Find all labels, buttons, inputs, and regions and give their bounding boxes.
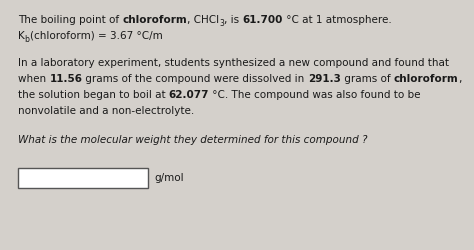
Text: grams of: grams of <box>341 74 393 84</box>
Text: nonvolatile and a non-electrolyte.: nonvolatile and a non-electrolyte. <box>18 106 194 116</box>
Text: K: K <box>18 31 25 41</box>
Text: 11.56: 11.56 <box>49 74 82 84</box>
Text: 61.700: 61.700 <box>243 15 283 25</box>
Text: 3: 3 <box>219 19 224 28</box>
Text: the solution began to boil at: the solution began to boil at <box>18 90 169 100</box>
Text: ,: , <box>458 74 462 84</box>
Text: g/mol: g/mol <box>154 172 183 182</box>
FancyBboxPatch shape <box>18 168 148 188</box>
Text: °C. The compound was also found to be: °C. The compound was also found to be <box>210 90 421 100</box>
Text: In a laboratory experiment, students synthesized a new compound and found that: In a laboratory experiment, students syn… <box>18 58 449 68</box>
Text: when: when <box>18 74 49 84</box>
Text: The boiling point of: The boiling point of <box>18 15 122 25</box>
Text: grams of the compound were dissolved in: grams of the compound were dissolved in <box>82 74 308 84</box>
Text: What is the molecular weight they determined for this compound ?: What is the molecular weight they determ… <box>18 134 367 144</box>
Text: chloroform: chloroform <box>393 74 458 84</box>
Text: , is: , is <box>224 15 243 25</box>
Text: 62.077: 62.077 <box>169 90 210 100</box>
Text: (chloroform) = 3.67 °C/m: (chloroform) = 3.67 °C/m <box>29 31 163 41</box>
Text: chloroform: chloroform <box>122 15 187 25</box>
Text: , CHCl: , CHCl <box>187 15 219 25</box>
Text: b: b <box>25 35 29 44</box>
Text: °C at 1 atmosphere.: °C at 1 atmosphere. <box>283 15 392 25</box>
Text: 291.3: 291.3 <box>308 74 341 84</box>
